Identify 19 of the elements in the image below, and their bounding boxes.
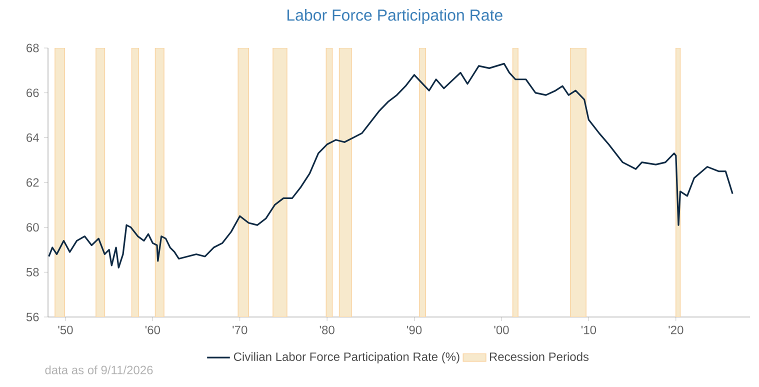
chart-title: Labor Force Participation Rate — [287, 9, 502, 24]
x-tick-label: '90 — [407, 326, 422, 334]
y-tick-label: 62 — [26, 178, 39, 187]
x-tick-label: '80 — [320, 326, 334, 334]
x-tick-label: '00 — [494, 326, 509, 334]
x-tick-label: '20 — [668, 326, 684, 334]
y-tick-label: 66 — [26, 88, 39, 98]
y-tick-label: 58 — [26, 268, 39, 276]
x-tick-label: '60 — [145, 326, 160, 334]
text: data as of 9/11/2026 — [45, 365, 153, 374]
y-tick-label: 64 — [26, 133, 39, 142]
legend-label: Recession Periods — [490, 352, 589, 362]
x-tick-label: '50 — [58, 326, 73, 334]
y-tick-label: 68 — [26, 44, 39, 52]
x-tick-label: '70 — [232, 326, 248, 334]
x-tick-label: '10 — [581, 326, 596, 334]
legend-label: Civilian Labor Force Participation Rate (%) — [234, 352, 460, 364]
y-tick-label: 56 — [26, 312, 39, 322]
y-tick-label: 60 — [26, 223, 39, 232]
